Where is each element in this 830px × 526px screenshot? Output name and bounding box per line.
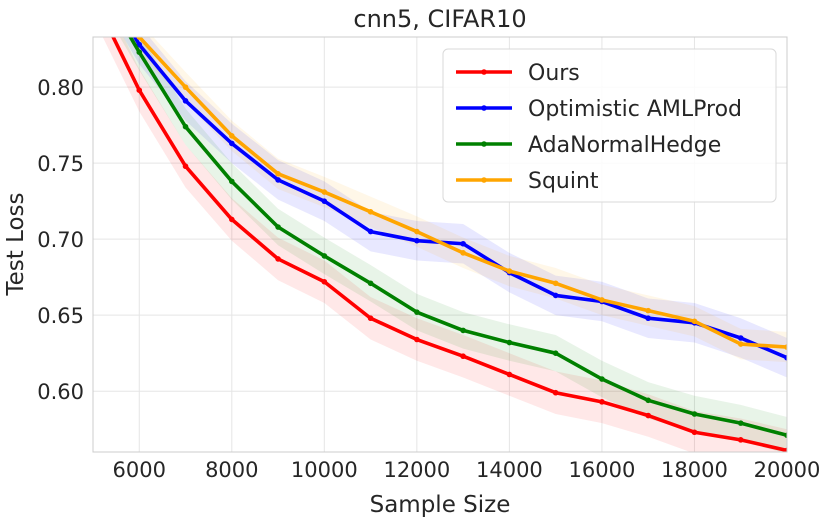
data-point <box>414 336 420 343</box>
data-point <box>599 376 605 382</box>
y-tick-label: 0.60 <box>37 380 84 404</box>
data-point <box>321 198 328 204</box>
data-point <box>275 256 281 262</box>
data-point <box>136 41 143 48</box>
data-point <box>182 163 189 170</box>
confidence-band <box>102 37 787 452</box>
x-tick-label: 18000 <box>661 458 728 482</box>
data-point <box>367 209 374 215</box>
legend-marker <box>481 105 487 111</box>
data-point <box>321 189 328 195</box>
data-point <box>645 412 651 419</box>
data-point <box>229 216 235 223</box>
data-point <box>136 49 143 56</box>
x-tick-label: 12000 <box>383 458 450 482</box>
data-point <box>691 411 698 417</box>
series-lines <box>111 37 787 452</box>
data-point <box>645 307 651 314</box>
data-point <box>321 253 328 259</box>
series-line <box>137 37 787 349</box>
series-line <box>128 37 787 438</box>
data-point <box>784 344 787 350</box>
data-point <box>182 84 189 90</box>
data-point <box>275 177 281 183</box>
data-point <box>506 339 513 346</box>
legend-box <box>442 48 777 203</box>
data-point <box>182 123 189 130</box>
data-point <box>275 224 281 230</box>
data-point <box>737 341 744 347</box>
data-point <box>136 37 143 40</box>
legend-label: AdaNormalHedge <box>528 133 721 158</box>
data-point <box>691 429 698 436</box>
data-point <box>460 327 466 334</box>
data-point <box>414 228 420 235</box>
data-point <box>599 297 605 303</box>
data-point <box>367 228 374 235</box>
x-tick-label: 10000 <box>291 458 358 482</box>
data-point <box>275 171 281 177</box>
y-tick-label: 0.80 <box>37 76 84 100</box>
data-point <box>367 280 374 287</box>
x-tick-label: 20000 <box>754 458 821 482</box>
legend-marker <box>481 69 487 75</box>
x-tick-label: 8000 <box>205 458 258 482</box>
data-point <box>784 447 787 452</box>
confidence-band <box>123 37 787 378</box>
series-line <box>111 37 787 452</box>
data-point <box>460 240 466 247</box>
legend-marker <box>481 141 487 147</box>
data-point <box>414 237 420 244</box>
data-point <box>321 278 328 285</box>
data-point <box>460 250 466 256</box>
data-point <box>737 420 744 426</box>
x-axis-label: Sample Size <box>370 492 511 518</box>
confidence-band <box>119 37 787 452</box>
legend: Ours Optimistic AMLProd AdaNormalHedge Squi… <box>442 48 777 203</box>
legend-label: Ours <box>528 61 580 86</box>
data-point <box>645 397 651 404</box>
data-point <box>552 292 559 299</box>
y-axis-ticks: 0.60 0.65 0.70 0.75 0.80 <box>37 76 84 404</box>
data-point <box>229 178 235 185</box>
data-point <box>691 318 698 325</box>
data-point <box>552 389 559 396</box>
data-point <box>229 133 235 139</box>
plot-frame <box>92 36 788 453</box>
data-point <box>645 315 651 322</box>
legend-label: Optimistic AMLProd <box>528 97 742 122</box>
data-point <box>367 315 374 322</box>
data-point <box>599 399 605 405</box>
data-point <box>784 432 787 439</box>
x-tick-label: 14000 <box>476 458 543 482</box>
data-point <box>552 280 559 287</box>
data-point <box>784 354 787 361</box>
data-point <box>414 309 420 315</box>
data-point <box>737 437 744 443</box>
data-point <box>229 140 235 147</box>
data-point <box>506 371 513 378</box>
data-point <box>552 350 559 356</box>
data-point <box>182 98 189 104</box>
y-tick-label: 0.65 <box>37 304 84 328</box>
chart-title: cnn5, CIFAR10 <box>353 5 526 33</box>
x-tick-label: 16000 <box>569 458 636 482</box>
legend-marker <box>481 177 487 183</box>
y-tick-label: 0.70 <box>37 228 84 252</box>
x-axis-ticks: 6000 8000 10000 12000 14000 16000 18000 20000 <box>113 458 821 482</box>
x-tick-label: 6000 <box>113 458 166 482</box>
data-point <box>506 268 513 274</box>
y-axis-label: Test Loss <box>3 192 29 296</box>
data-point <box>136 87 143 94</box>
legend-label: Squint <box>528 169 599 194</box>
y-tick-label: 0.75 <box>37 152 84 176</box>
data-point <box>737 335 744 341</box>
data-point <box>460 353 466 360</box>
